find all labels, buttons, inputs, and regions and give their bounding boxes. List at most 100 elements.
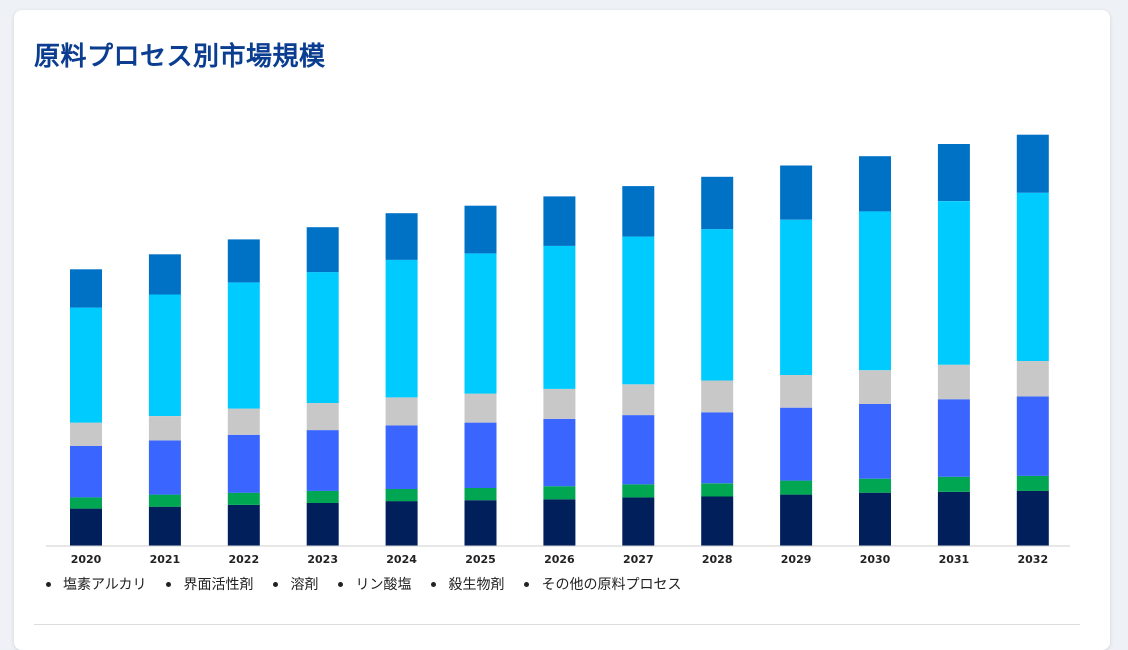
bar-segment-2031-1 bbox=[937, 476, 970, 492]
bar-segment-2029-1 bbox=[780, 480, 813, 495]
legend-item: 塩素アルカリ bbox=[46, 574, 146, 594]
page-title: 原料プロセス別市場規模 bbox=[34, 42, 326, 72]
bar-segment-2024-4 bbox=[385, 260, 418, 398]
bar-segment-2021-3 bbox=[148, 416, 181, 441]
bar-segment-2032-1 bbox=[1016, 475, 1049, 491]
bar-segment-2020-4 bbox=[70, 307, 102, 423]
bar-segment-2021-4 bbox=[148, 294, 181, 416]
bar-segment-2020-2 bbox=[70, 446, 102, 498]
bar-segment-2031-4 bbox=[937, 201, 970, 365]
bar-segment-2032-3 bbox=[1016, 360, 1049, 397]
bar-segment-2026-0 bbox=[543, 499, 576, 546]
bar-segment-2022-3 bbox=[227, 408, 260, 435]
x-tick-label: 2031 bbox=[939, 553, 970, 566]
legend-label: 塩素アルカリ bbox=[63, 577, 147, 593]
bar-segment-2027-1 bbox=[622, 484, 655, 498]
x-tick-label: 2021 bbox=[150, 553, 181, 566]
bar-segment-2022-1 bbox=[227, 492, 260, 505]
bar-segment-2029-4 bbox=[780, 219, 813, 375]
stacked-bar-chart: 2020 2021 2022 2023 2024 2025 2026 2027 2028 2029… bbox=[46, 134, 1070, 566]
bullet-icon bbox=[166, 581, 172, 587]
bar-segment-2024-1 bbox=[385, 489, 418, 502]
bar-segment-2025-4 bbox=[464, 253, 497, 394]
bar-segment-2031-2 bbox=[937, 399, 970, 477]
bar-segment-2028-4 bbox=[701, 229, 734, 381]
legend-item: 溶剤 bbox=[273, 574, 318, 594]
bar-segment-2022-0 bbox=[227, 504, 260, 546]
bar-segment-2028-3 bbox=[701, 380, 734, 413]
bar-segment-2030-5 bbox=[859, 156, 891, 212]
legend-item: リン酸塩 bbox=[338, 574, 411, 594]
bar-segment-2021-5 bbox=[148, 254, 181, 295]
bar-segment-2032-4 bbox=[1016, 192, 1049, 361]
legend-item: その他の原料プロセス bbox=[524, 574, 681, 594]
bar-segment-2027-2 bbox=[622, 415, 655, 485]
bar-segment-2023-2 bbox=[306, 430, 339, 491]
bar-segment-2028-2 bbox=[701, 412, 734, 484]
legend: 塩素アルカリ 界面活性剤 溶剤 リン酸塩 殺生物剤 その他の原料プロセス bbox=[46, 574, 681, 594]
bar-segment-2030-1 bbox=[859, 478, 891, 493]
bar-segment-2024-5 bbox=[385, 213, 418, 260]
bar-segment-2029-2 bbox=[780, 407, 813, 481]
bar-segment-2026-2 bbox=[543, 418, 576, 487]
x-tick-label: 2023 bbox=[307, 553, 338, 566]
bar-segment-2030-3 bbox=[859, 370, 891, 404]
bar-segment-2021-0 bbox=[148, 506, 181, 546]
bar-segment-2026-3 bbox=[543, 389, 576, 419]
bar-segment-2027-4 bbox=[622, 236, 655, 385]
bullet-icon bbox=[46, 581, 51, 587]
x-tick-label: 2025 bbox=[465, 553, 496, 566]
x-tick-label: 2027 bbox=[623, 553, 654, 566]
bar-segment-2027-0 bbox=[622, 497, 655, 546]
bullet-icon bbox=[524, 581, 530, 587]
bar-segment-2022-5 bbox=[227, 239, 260, 283]
bar-segment-2028-5 bbox=[701, 176, 734, 230]
bar-segment-2024-2 bbox=[385, 425, 418, 489]
legend-item: 殺生物剤 bbox=[431, 574, 504, 594]
bar-segment-2031-5 bbox=[937, 144, 970, 201]
bar-segment-2023-3 bbox=[306, 403, 339, 431]
bar-segment-2021-1 bbox=[148, 494, 181, 507]
x-tick-label: 2030 bbox=[860, 553, 891, 566]
x-tick-label: 2022 bbox=[228, 553, 259, 566]
bar-segment-2020-5 bbox=[70, 269, 102, 308]
bar-segment-2031-0 bbox=[937, 491, 970, 546]
bar-segment-2023-4 bbox=[306, 272, 339, 403]
bar-segment-2026-5 bbox=[543, 196, 576, 246]
bars-layer bbox=[70, 134, 1049, 546]
bar-segment-2032-5 bbox=[1016, 134, 1049, 193]
bar-segment-2022-4 bbox=[227, 282, 260, 409]
bar-segment-2029-5 bbox=[780, 165, 813, 220]
bar-segment-2022-2 bbox=[227, 434, 260, 493]
bullet-icon bbox=[338, 581, 344, 587]
x-tick-label: 2029 bbox=[781, 553, 812, 566]
bar-segment-2025-3 bbox=[464, 393, 497, 423]
bar-segment-2031-3 bbox=[937, 364, 970, 400]
x-tick-labels: 2020 2021 2022 2023 2024 2025 2026 2027 2028 2029… bbox=[71, 553, 1048, 566]
bar-segment-2032-2 bbox=[1016, 396, 1049, 476]
bar-segment-2020-3 bbox=[70, 422, 102, 446]
bar-segment-2028-1 bbox=[701, 483, 734, 497]
legend-label: リン酸塩 bbox=[355, 577, 412, 593]
legend-label: その他の原料プロセス bbox=[541, 577, 682, 593]
x-tick-label: 2028 bbox=[702, 553, 733, 566]
bar-segment-2023-5 bbox=[306, 227, 339, 273]
bar-segment-2025-0 bbox=[464, 500, 497, 546]
legend-item: 界面活性剤 bbox=[166, 574, 253, 594]
x-tick-label: 2026 bbox=[544, 553, 575, 566]
legend-label: 溶剤 bbox=[290, 577, 319, 593]
bar-segment-2023-0 bbox=[306, 503, 339, 546]
bar-segment-2029-0 bbox=[780, 494, 813, 546]
bar-segment-2024-3 bbox=[385, 397, 418, 426]
bar-segment-2024-0 bbox=[385, 501, 418, 546]
bullet-icon bbox=[431, 581, 437, 587]
bar-segment-2027-3 bbox=[622, 384, 655, 416]
bar-segment-2030-4 bbox=[859, 211, 891, 371]
x-tick-label: 2032 bbox=[1017, 553, 1048, 566]
divider bbox=[34, 624, 1080, 625]
x-tick-label: 2024 bbox=[386, 553, 417, 566]
bar-segment-2025-5 bbox=[464, 205, 497, 254]
bar-segment-2032-0 bbox=[1016, 490, 1049, 546]
bullet-icon bbox=[273, 581, 279, 587]
bar-segment-2029-3 bbox=[780, 374, 813, 408]
